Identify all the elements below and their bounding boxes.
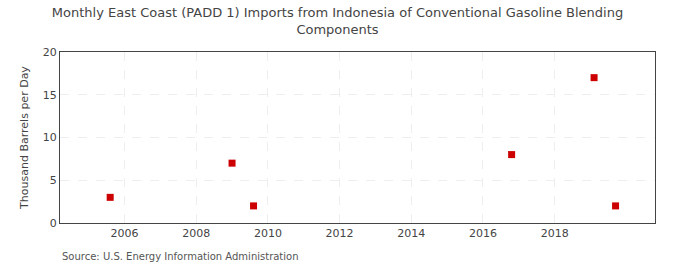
svg-text:2010: 2010	[254, 227, 282, 240]
svg-text:2018: 2018	[541, 227, 569, 240]
svg-text:0: 0	[50, 217, 57, 230]
svg-text:Thousand Barrels per Day: Thousand Barrels per Day	[18, 66, 31, 210]
svg-text:5: 5	[50, 174, 57, 187]
svg-text:2012: 2012	[326, 227, 354, 240]
svg-text:10: 10	[43, 131, 57, 144]
svg-text:Source: U.S. Energy Informatio: Source: U.S. Energy Information Administ…	[62, 251, 299, 262]
svg-text:15: 15	[43, 89, 57, 102]
svg-text:2014: 2014	[397, 227, 425, 240]
svg-text:Monthly East Coast (PADD 1) Im: Monthly East Coast (PADD 1) Imports from…	[52, 5, 623, 37]
svg-text:2008: 2008	[182, 227, 210, 240]
svg-text:20: 20	[43, 46, 57, 59]
svg-text:2016: 2016	[469, 227, 497, 240]
svg-text:2006: 2006	[111, 227, 139, 240]
